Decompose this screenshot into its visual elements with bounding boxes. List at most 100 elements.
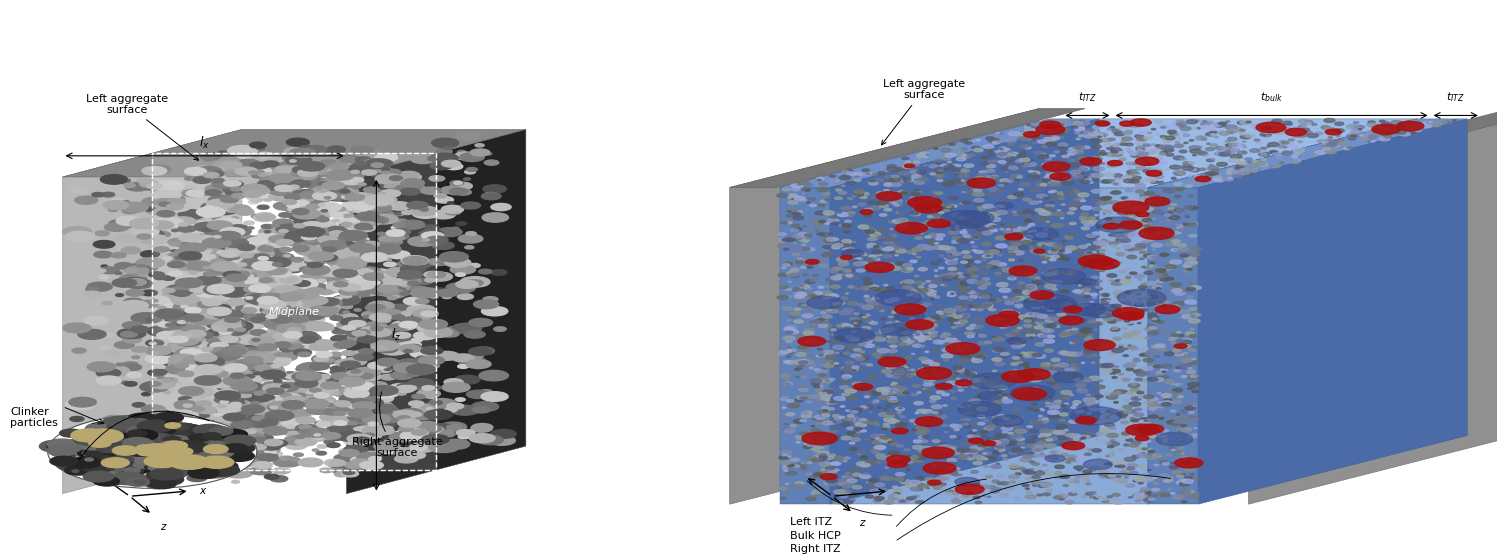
Circle shape [1002, 431, 1008, 433]
Circle shape [1086, 492, 1094, 495]
Circle shape [280, 277, 298, 283]
Circle shape [1190, 386, 1196, 388]
Circle shape [78, 458, 105, 467]
Circle shape [303, 428, 330, 437]
Circle shape [399, 345, 422, 352]
Circle shape [1026, 495, 1036, 499]
Circle shape [268, 177, 280, 182]
Circle shape [861, 334, 868, 336]
Circle shape [1344, 147, 1350, 150]
Circle shape [260, 182, 282, 190]
Circle shape [1060, 152, 1066, 154]
Circle shape [324, 271, 348, 279]
Circle shape [1060, 168, 1064, 170]
Circle shape [398, 270, 423, 279]
Circle shape [1077, 193, 1089, 197]
Circle shape [1106, 417, 1112, 419]
Circle shape [891, 345, 897, 347]
Circle shape [1058, 494, 1068, 498]
Circle shape [118, 442, 146, 452]
Circle shape [1148, 422, 1150, 424]
Circle shape [1032, 475, 1041, 479]
Circle shape [116, 217, 142, 225]
Circle shape [400, 317, 423, 325]
Circle shape [1173, 133, 1179, 135]
Circle shape [316, 452, 327, 455]
Circle shape [853, 322, 856, 324]
Circle shape [339, 221, 354, 227]
Circle shape [1162, 371, 1166, 372]
Circle shape [384, 439, 398, 444]
Circle shape [1095, 385, 1106, 389]
Circle shape [918, 177, 928, 181]
Circle shape [992, 225, 996, 227]
Circle shape [136, 460, 153, 466]
Circle shape [1122, 131, 1132, 135]
Circle shape [134, 447, 144, 450]
Circle shape [1161, 126, 1166, 128]
Circle shape [876, 461, 880, 463]
Circle shape [88, 431, 110, 439]
Circle shape [290, 180, 310, 187]
Circle shape [344, 283, 362, 289]
Circle shape [1131, 397, 1142, 401]
Circle shape [788, 403, 800, 408]
Circle shape [833, 501, 842, 504]
Circle shape [1002, 371, 1035, 382]
Circle shape [340, 176, 363, 184]
Circle shape [122, 433, 134, 438]
Circle shape [1024, 133, 1033, 136]
Circle shape [1126, 211, 1131, 212]
Circle shape [334, 207, 346, 211]
Circle shape [254, 281, 274, 289]
Circle shape [831, 340, 836, 342]
Circle shape [982, 231, 992, 235]
Circle shape [292, 241, 300, 244]
Circle shape [260, 243, 282, 251]
Circle shape [968, 333, 975, 335]
Circle shape [864, 295, 868, 297]
Circle shape [812, 459, 819, 461]
Circle shape [974, 455, 982, 459]
Circle shape [843, 367, 854, 372]
Circle shape [910, 496, 916, 499]
Circle shape [255, 424, 278, 433]
Circle shape [198, 284, 204, 286]
Circle shape [356, 291, 369, 297]
Circle shape [873, 258, 877, 259]
Circle shape [818, 458, 825, 461]
Circle shape [790, 188, 800, 191]
Circle shape [219, 435, 228, 438]
Circle shape [816, 389, 827, 393]
Circle shape [152, 456, 162, 460]
Circle shape [1168, 236, 1174, 238]
Circle shape [154, 448, 178, 456]
Circle shape [884, 418, 896, 422]
Circle shape [1047, 268, 1053, 269]
Circle shape [285, 408, 297, 412]
Circle shape [162, 439, 192, 450]
Circle shape [1263, 135, 1268, 136]
Circle shape [1184, 162, 1191, 165]
Circle shape [160, 434, 177, 440]
Circle shape [1072, 340, 1080, 343]
Circle shape [1167, 476, 1174, 479]
Circle shape [900, 192, 908, 194]
Circle shape [201, 355, 229, 365]
Circle shape [1005, 211, 1013, 214]
Circle shape [871, 236, 880, 239]
Circle shape [248, 175, 274, 184]
Circle shape [952, 237, 960, 240]
Circle shape [213, 326, 226, 331]
Circle shape [944, 360, 950, 361]
Circle shape [914, 335, 926, 338]
Circle shape [1107, 445, 1113, 448]
Circle shape [350, 411, 358, 414]
Circle shape [840, 423, 850, 426]
Circle shape [865, 320, 873, 322]
Circle shape [182, 450, 196, 456]
Circle shape [876, 192, 884, 194]
Circle shape [1155, 305, 1180, 314]
Circle shape [1029, 337, 1033, 338]
Circle shape [429, 435, 447, 442]
